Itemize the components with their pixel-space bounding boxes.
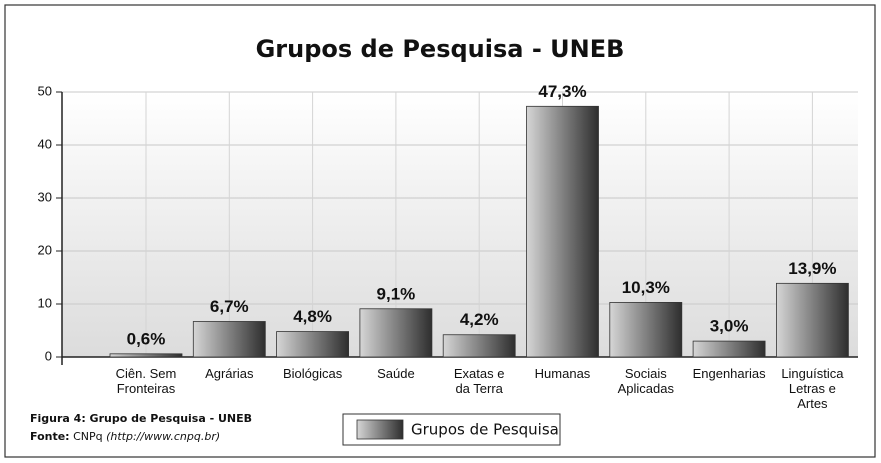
y-tick-label: 50: [38, 83, 52, 98]
bar: [109, 353, 183, 358]
x-tick-label: Humanas: [535, 366, 591, 381]
bar: [359, 308, 433, 358]
y-tick-label: 20: [38, 242, 52, 257]
value-label: 6,7%: [210, 297, 249, 316]
y-tick-label: 40: [38, 136, 52, 151]
value-label: 9,1%: [377, 284, 416, 303]
caption-source: Fonte: CNPq (http://www.cnpq.br): [30, 430, 220, 443]
value-label: 0,6%: [127, 329, 166, 348]
x-tick-label: Sociais Aplicadas: [618, 366, 675, 396]
x-tick-label: Biológicas: [283, 366, 343, 381]
legend-swatch: [356, 419, 404, 440]
value-label: 13,9%: [788, 259, 836, 278]
chart-title: Grupos de Pesquisa - UNEB: [256, 35, 625, 63]
y-tick-label: 0: [45, 348, 52, 363]
x-tick-label: Linguística Letras e Artes: [781, 366, 844, 411]
caption-figure: Figura 4: Grupo de Pesquisa - UNEB: [30, 412, 252, 425]
legend-label: Grupos de Pesquisa: [411, 421, 559, 439]
x-tick-label: Exatas e da Terra: [454, 366, 505, 396]
bar: [776, 282, 849, 358]
x-tick-label: Ciên. Sem Fronteiras: [116, 366, 177, 396]
value-label: 4,8%: [293, 307, 332, 326]
x-tick-label: Engenharias: [693, 366, 766, 381]
value-label: 10,3%: [622, 278, 670, 297]
value-label: 47,3%: [538, 82, 586, 101]
bar: [276, 331, 350, 358]
plot-area: [62, 92, 858, 357]
x-tick-label: Saúde: [377, 366, 415, 381]
bar: [192, 321, 266, 358]
bar: [442, 334, 516, 358]
source-label: Fonte:: [30, 430, 70, 443]
source: CNPq: [73, 430, 103, 443]
bar: [526, 105, 599, 358]
value-label: 3,0%: [710, 317, 749, 336]
x-tick-label: Agrárias: [205, 366, 254, 381]
bar: [609, 302, 683, 358]
bar: [692, 340, 766, 358]
value-label: 4,2%: [460, 310, 499, 329]
source-url: (http://www.cnpq.br): [106, 430, 220, 443]
y-tick-label: 10: [38, 295, 52, 310]
y-tick-label: 30: [38, 189, 52, 204]
